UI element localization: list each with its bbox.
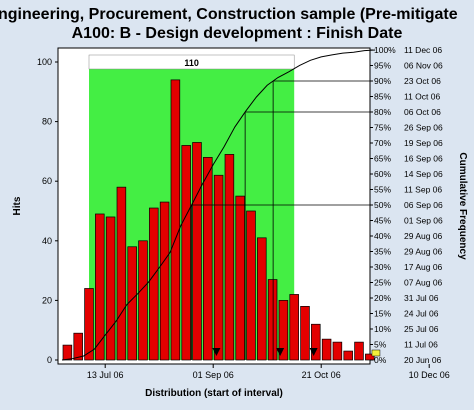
y2-tick-date: 11 Jul 06	[404, 340, 438, 350]
y2-tick-percent: 80%	[374, 107, 391, 117]
highlight-label-box	[88, 54, 295, 70]
y2-tick-date: 06 Oct 06	[404, 107, 441, 117]
bar	[159, 201, 170, 361]
y2-tick-date: 20 Jun 06	[404, 355, 442, 365]
y2-tick-percent: 15%	[374, 309, 391, 319]
chart-subtitle: A100: B - Design development : Finish Da…	[71, 25, 403, 42]
bar	[62, 344, 73, 361]
y2-tick-date: 19 Sep 06	[404, 138, 443, 148]
bar	[289, 294, 299, 361]
y2-tick-percent: 20%	[374, 293, 391, 303]
y2-tick-percent: 70%	[374, 138, 391, 148]
y2-tick-percent: 100%	[374, 45, 396, 55]
y2-tick-date: 29 Aug 06	[404, 247, 443, 257]
bar	[278, 300, 289, 361]
y2-tick-date: 07 Aug 06	[404, 278, 443, 288]
bar	[246, 210, 256, 361]
bar	[224, 154, 235, 361]
y-tick-label: 100	[37, 57, 52, 67]
y2-tick-date: 11 Sep 06	[404, 185, 442, 195]
y2-tick-date: 16 Sep 06	[404, 154, 443, 164]
y2-tick-percent: 5%	[374, 340, 387, 350]
bar	[235, 195, 245, 361]
chart-title: ngineering, Procurement, Construction sa…	[0, 6, 458, 23]
x-tick-label: 01 Sep 06	[193, 370, 234, 380]
y2-tick-percent: 0%	[374, 355, 387, 365]
y2-tick-percent: 85%	[374, 92, 391, 102]
x-tick-label: 10 Dec 06	[409, 370, 450, 380]
bar	[138, 240, 148, 361]
y2-tick-date: 14 Sep 06	[404, 169, 443, 179]
y2-tick-percent: 25%	[374, 278, 391, 288]
marker-triangle	[309, 348, 318, 356]
cumulative-line	[61, 49, 376, 361]
y2-tick-date: 29 Aug 06	[404, 231, 443, 241]
y2-tick-date: 11 Oct 06	[404, 92, 440, 102]
bar	[332, 341, 343, 361]
marker-triangle	[212, 348, 221, 356]
bar	[365, 353, 375, 361]
bar	[267, 279, 278, 361]
bar	[213, 174, 224, 361]
y-tick-label: 60	[42, 176, 52, 186]
bar	[181, 145, 191, 361]
y2-tick-percent: 60%	[374, 169, 391, 179]
bar	[311, 323, 321, 361]
bar	[354, 341, 364, 361]
y-axis-label: Hits	[12, 196, 23, 215]
y2-tick-date: 23 Oct 06	[404, 76, 441, 86]
y2-tick-date: 01 Sep 06	[404, 216, 443, 226]
y2-tick-percent: 40%	[374, 231, 391, 241]
y2-tick-percent: 75%	[374, 123, 391, 133]
y2-tick-date: 17 Aug 06	[404, 262, 443, 272]
bar	[257, 237, 267, 361]
y2-tick-percent: 90%	[374, 76, 391, 86]
bar	[105, 216, 116, 361]
marker-triangle	[276, 348, 285, 356]
bar	[127, 246, 137, 361]
bar	[170, 79, 181, 361]
bar	[343, 350, 353, 361]
y-tick-label: 40	[42, 236, 52, 246]
y2-tick-date: 24 Jul 06	[404, 309, 439, 319]
y2-tick-percent: 35%	[374, 247, 391, 257]
bar	[321, 338, 332, 361]
bar	[149, 207, 159, 361]
y2-tick-date: 11 Dec 06	[404, 45, 442, 55]
y2-axis-label: Cumulative Frequency	[457, 152, 468, 260]
bar	[116, 186, 127, 361]
bar	[73, 332, 83, 361]
y2-tick-percent: 95%	[374, 61, 391, 71]
y-tick-label: 20	[42, 295, 52, 305]
bar	[192, 142, 202, 361]
y-tick-label: 80	[42, 117, 52, 127]
bar	[203, 157, 213, 361]
y2-tick-percent: 55%	[374, 185, 391, 195]
y-tick-label: 0	[47, 355, 52, 365]
y2-tick-percent: 45%	[374, 216, 391, 226]
bar	[84, 288, 94, 361]
bar	[95, 213, 105, 361]
y2-tick-date: 06 Nov 06	[404, 61, 443, 71]
y2-tick-date: 26 Sep 06	[404, 123, 443, 133]
x-tick-label: 21 Oct 06	[302, 370, 341, 380]
end-marker	[371, 349, 381, 357]
y2-tick-percent: 65%	[374, 154, 391, 164]
y2-tick-percent: 30%	[374, 262, 391, 272]
y2-tick-percent: 50%	[374, 200, 391, 210]
x-axis-label: Distribution (start of interval)	[145, 388, 283, 399]
bar	[300, 306, 310, 361]
y2-tick-date: 06 Sep 06	[404, 200, 443, 210]
highlight-label: 110	[184, 58, 199, 68]
y2-tick-date: 31 Jul 06	[404, 293, 439, 303]
y2-tick-percent: 10%	[374, 324, 391, 334]
y2-tick-date: 25 Jul 06	[404, 324, 439, 334]
x-tick-label: 13 Jul 06	[87, 370, 124, 380]
